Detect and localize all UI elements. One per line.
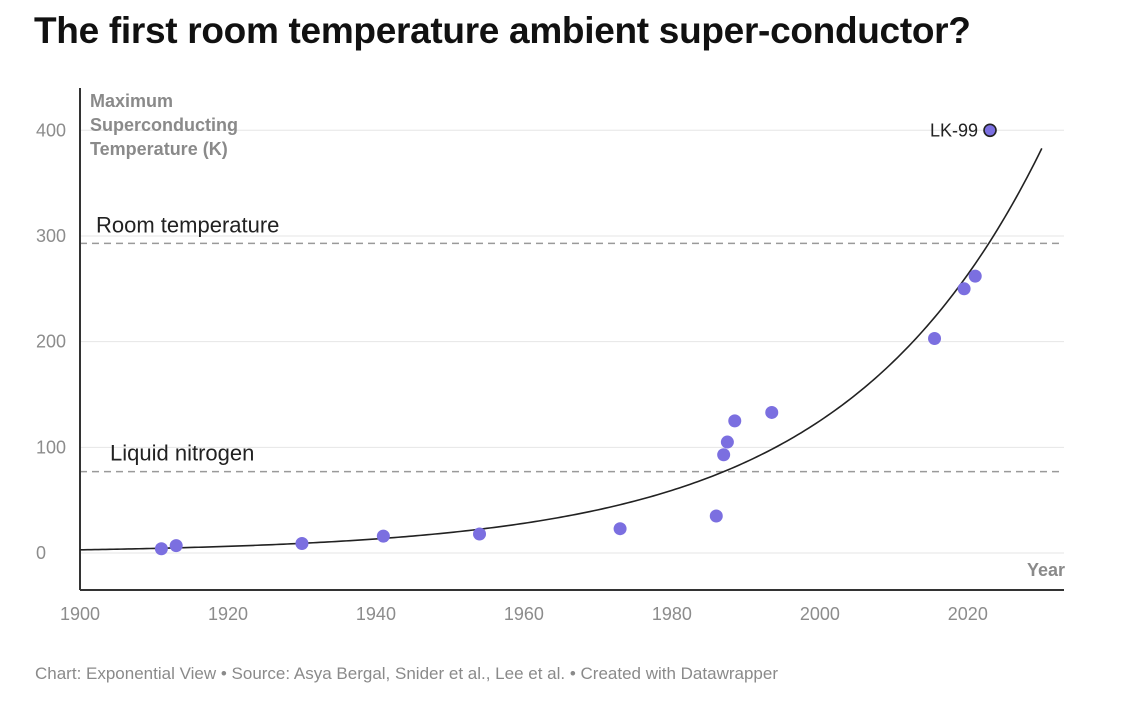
y-tick-0: 0: [36, 543, 46, 563]
reference-label-1: Liquid nitrogen: [110, 441, 254, 466]
y-axis-label: Maximum Superconducting Temperature (K): [90, 91, 238, 159]
data-point-10: [765, 405, 779, 419]
data-point-4: [473, 527, 487, 541]
trend-curve: [79, 148, 1043, 551]
x-tick-1980: 1980: [652, 604, 692, 624]
data-point-7: [717, 448, 731, 462]
data-point-11: [928, 331, 942, 345]
data-point-3: [376, 529, 390, 543]
y-tick-400: 400: [36, 120, 66, 140]
data-point-13: [968, 269, 982, 283]
axis-labels: 0 100 200 300 400 1900 1920 1940 1960 1980 2000 202…: [36, 91, 1065, 624]
y-tick-300: 300: [36, 226, 66, 246]
data-point-5: [613, 522, 627, 536]
x-axis-label: Year: [1027, 560, 1065, 580]
data-point-2: [295, 536, 309, 550]
reference-label-0: Room temperature: [96, 212, 279, 237]
x-tick-1940: 1940: [356, 604, 396, 624]
highlight-point: [983, 123, 997, 138]
x-tick-2020: 2020: [948, 604, 988, 624]
y-tick-100: 100: [36, 437, 66, 457]
data-point-12: [957, 282, 971, 296]
y-axis-label-line: Maximum: [90, 91, 173, 111]
x-tick-1960: 1960: [504, 604, 544, 624]
data-point-0: [154, 542, 168, 556]
data-point-9: [728, 414, 742, 428]
data-points: LK-99: [154, 120, 997, 556]
data-point-8: [720, 435, 734, 449]
y-tick-200: 200: [36, 332, 66, 352]
trend-line: [79, 148, 1043, 551]
chart-footer: Chart: Exponential View • Source: Asya B…: [35, 664, 778, 683]
data-point-6: [709, 509, 723, 523]
data-point-1: [169, 539, 183, 553]
x-tick-1920: 1920: [208, 604, 248, 624]
chart-title: The first room temperature ambient super…: [34, 10, 971, 51]
y-axis-label-line: Temperature (K): [90, 139, 228, 159]
x-tick-1900: 1900: [60, 604, 100, 624]
reference-lines: Room temperature Liquid nitrogen: [80, 212, 1064, 473]
x-tick-2000: 2000: [800, 604, 840, 624]
highlight-label: LK-99: [930, 120, 978, 140]
axes: [79, 88, 1064, 591]
gridlines: [80, 129, 1064, 554]
y-axis-label-line: Superconducting: [90, 115, 238, 135]
